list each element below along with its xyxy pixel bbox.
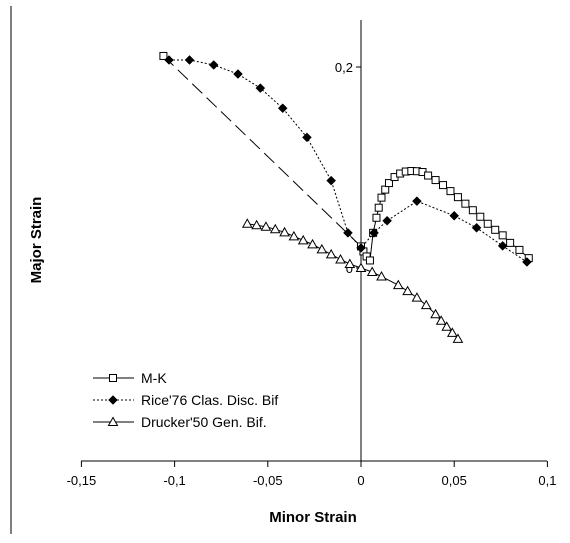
data-point-0 — [453, 193, 462, 202]
data-point-2 — [420, 299, 432, 310]
data-point-0 — [506, 238, 515, 247]
data-point-2 — [446, 327, 458, 337]
data-point-1 — [497, 241, 508, 251]
data-point-2 — [392, 279, 404, 290]
data-point-2 — [325, 248, 337, 259]
series-markers-group — [159, 51, 533, 343]
data-point-2 — [435, 315, 447, 325]
data-point-1 — [326, 175, 337, 186]
legend-marker-1 — [108, 395, 118, 405]
data-point-1 — [233, 69, 243, 79]
data-point-1 — [356, 243, 366, 253]
data-point-1 — [208, 60, 219, 70]
legend-marker-0 — [109, 374, 117, 382]
data-point-2 — [335, 253, 346, 264]
data-point-0 — [159, 51, 168, 60]
data-point-2 — [402, 285, 413, 296]
data-point-0 — [498, 231, 507, 240]
axes-group: -0,15 -0,1 -0,05 0 0,05 0,1 0 0,2 — [67, 20, 556, 488]
data-point-0 — [424, 171, 433, 180]
data-point-2 — [260, 221, 272, 231]
data-point-2 — [411, 292, 423, 302]
x-tick-label: 0 — [357, 473, 364, 488]
y-tick-label: 0 — [346, 261, 353, 276]
data-point-1 — [255, 83, 266, 93]
data-point-1 — [369, 227, 379, 238]
data-point-0 — [374, 203, 383, 212]
data-point-0 — [483, 219, 492, 228]
data-point-2 — [279, 226, 290, 237]
data-point-0 — [468, 206, 477, 215]
data-point-1 — [277, 103, 288, 114]
legend-label-1: Rice'76 Clas. Disc. Bif — [141, 392, 278, 408]
y-axis-title: Major Strain — [28, 197, 45, 284]
data-point-0 — [491, 225, 500, 234]
data-point-2 — [251, 219, 262, 230]
data-point-2 — [430, 308, 441, 319]
data-point-2 — [344, 258, 356, 268]
data-point-0 — [431, 176, 440, 185]
data-point-0 — [446, 187, 455, 196]
data-point-2 — [297, 234, 309, 245]
y-tick-label: 0,2 — [335, 60, 353, 75]
data-point-0 — [377, 193, 386, 202]
data-point-2 — [366, 266, 378, 277]
data-point-2 — [269, 223, 281, 234]
legend: M-K Rice'76 Clas. Disc. Bif Drucker'50 Gen… — [93, 370, 278, 430]
legend-label-0: M-K — [141, 370, 167, 386]
x-axis-title: Minor Strain — [269, 509, 357, 526]
data-point-2 — [307, 238, 318, 249]
x-tick-label: -0,1 — [163, 473, 185, 488]
data-point-0 — [476, 212, 485, 221]
data-point-0 — [381, 185, 390, 194]
data-point-0 — [515, 245, 524, 254]
data-point-1 — [184, 55, 195, 65]
x-tick-label: -0,05 — [253, 473, 283, 488]
data-point-2 — [452, 333, 464, 343]
data-point-1 — [343, 227, 353, 238]
data-point-0 — [372, 213, 381, 222]
legend-marker-2 — [107, 416, 119, 426]
data-point-1 — [164, 55, 174, 65]
x-tick-label: 0,05 — [442, 473, 467, 488]
data-point-0 — [461, 199, 470, 208]
data-point-0 — [365, 256, 374, 265]
data-point-1 — [449, 210, 460, 221]
data-point-1 — [382, 215, 392, 226]
series-dashed-segment-0 — [163, 55, 362, 247]
data-point-2 — [441, 321, 453, 331]
x-tick-label: -0,15 — [67, 473, 97, 488]
data-point-2 — [376, 271, 387, 281]
data-point-2 — [288, 230, 300, 241]
legend-label-2: Drucker'50 Gen. Bif. — [141, 414, 267, 430]
data-point-2 — [316, 243, 328, 254]
data-point-1 — [522, 257, 532, 267]
data-point-0 — [384, 179, 393, 188]
data-point-1 — [471, 222, 482, 233]
data-point-2 — [241, 218, 253, 228]
data-point-1 — [302, 132, 312, 143]
data-point-2 — [355, 262, 367, 272]
data-point-1 — [412, 196, 422, 207]
x-tick-label: 0,1 — [538, 473, 556, 488]
data-point-0 — [439, 181, 448, 190]
